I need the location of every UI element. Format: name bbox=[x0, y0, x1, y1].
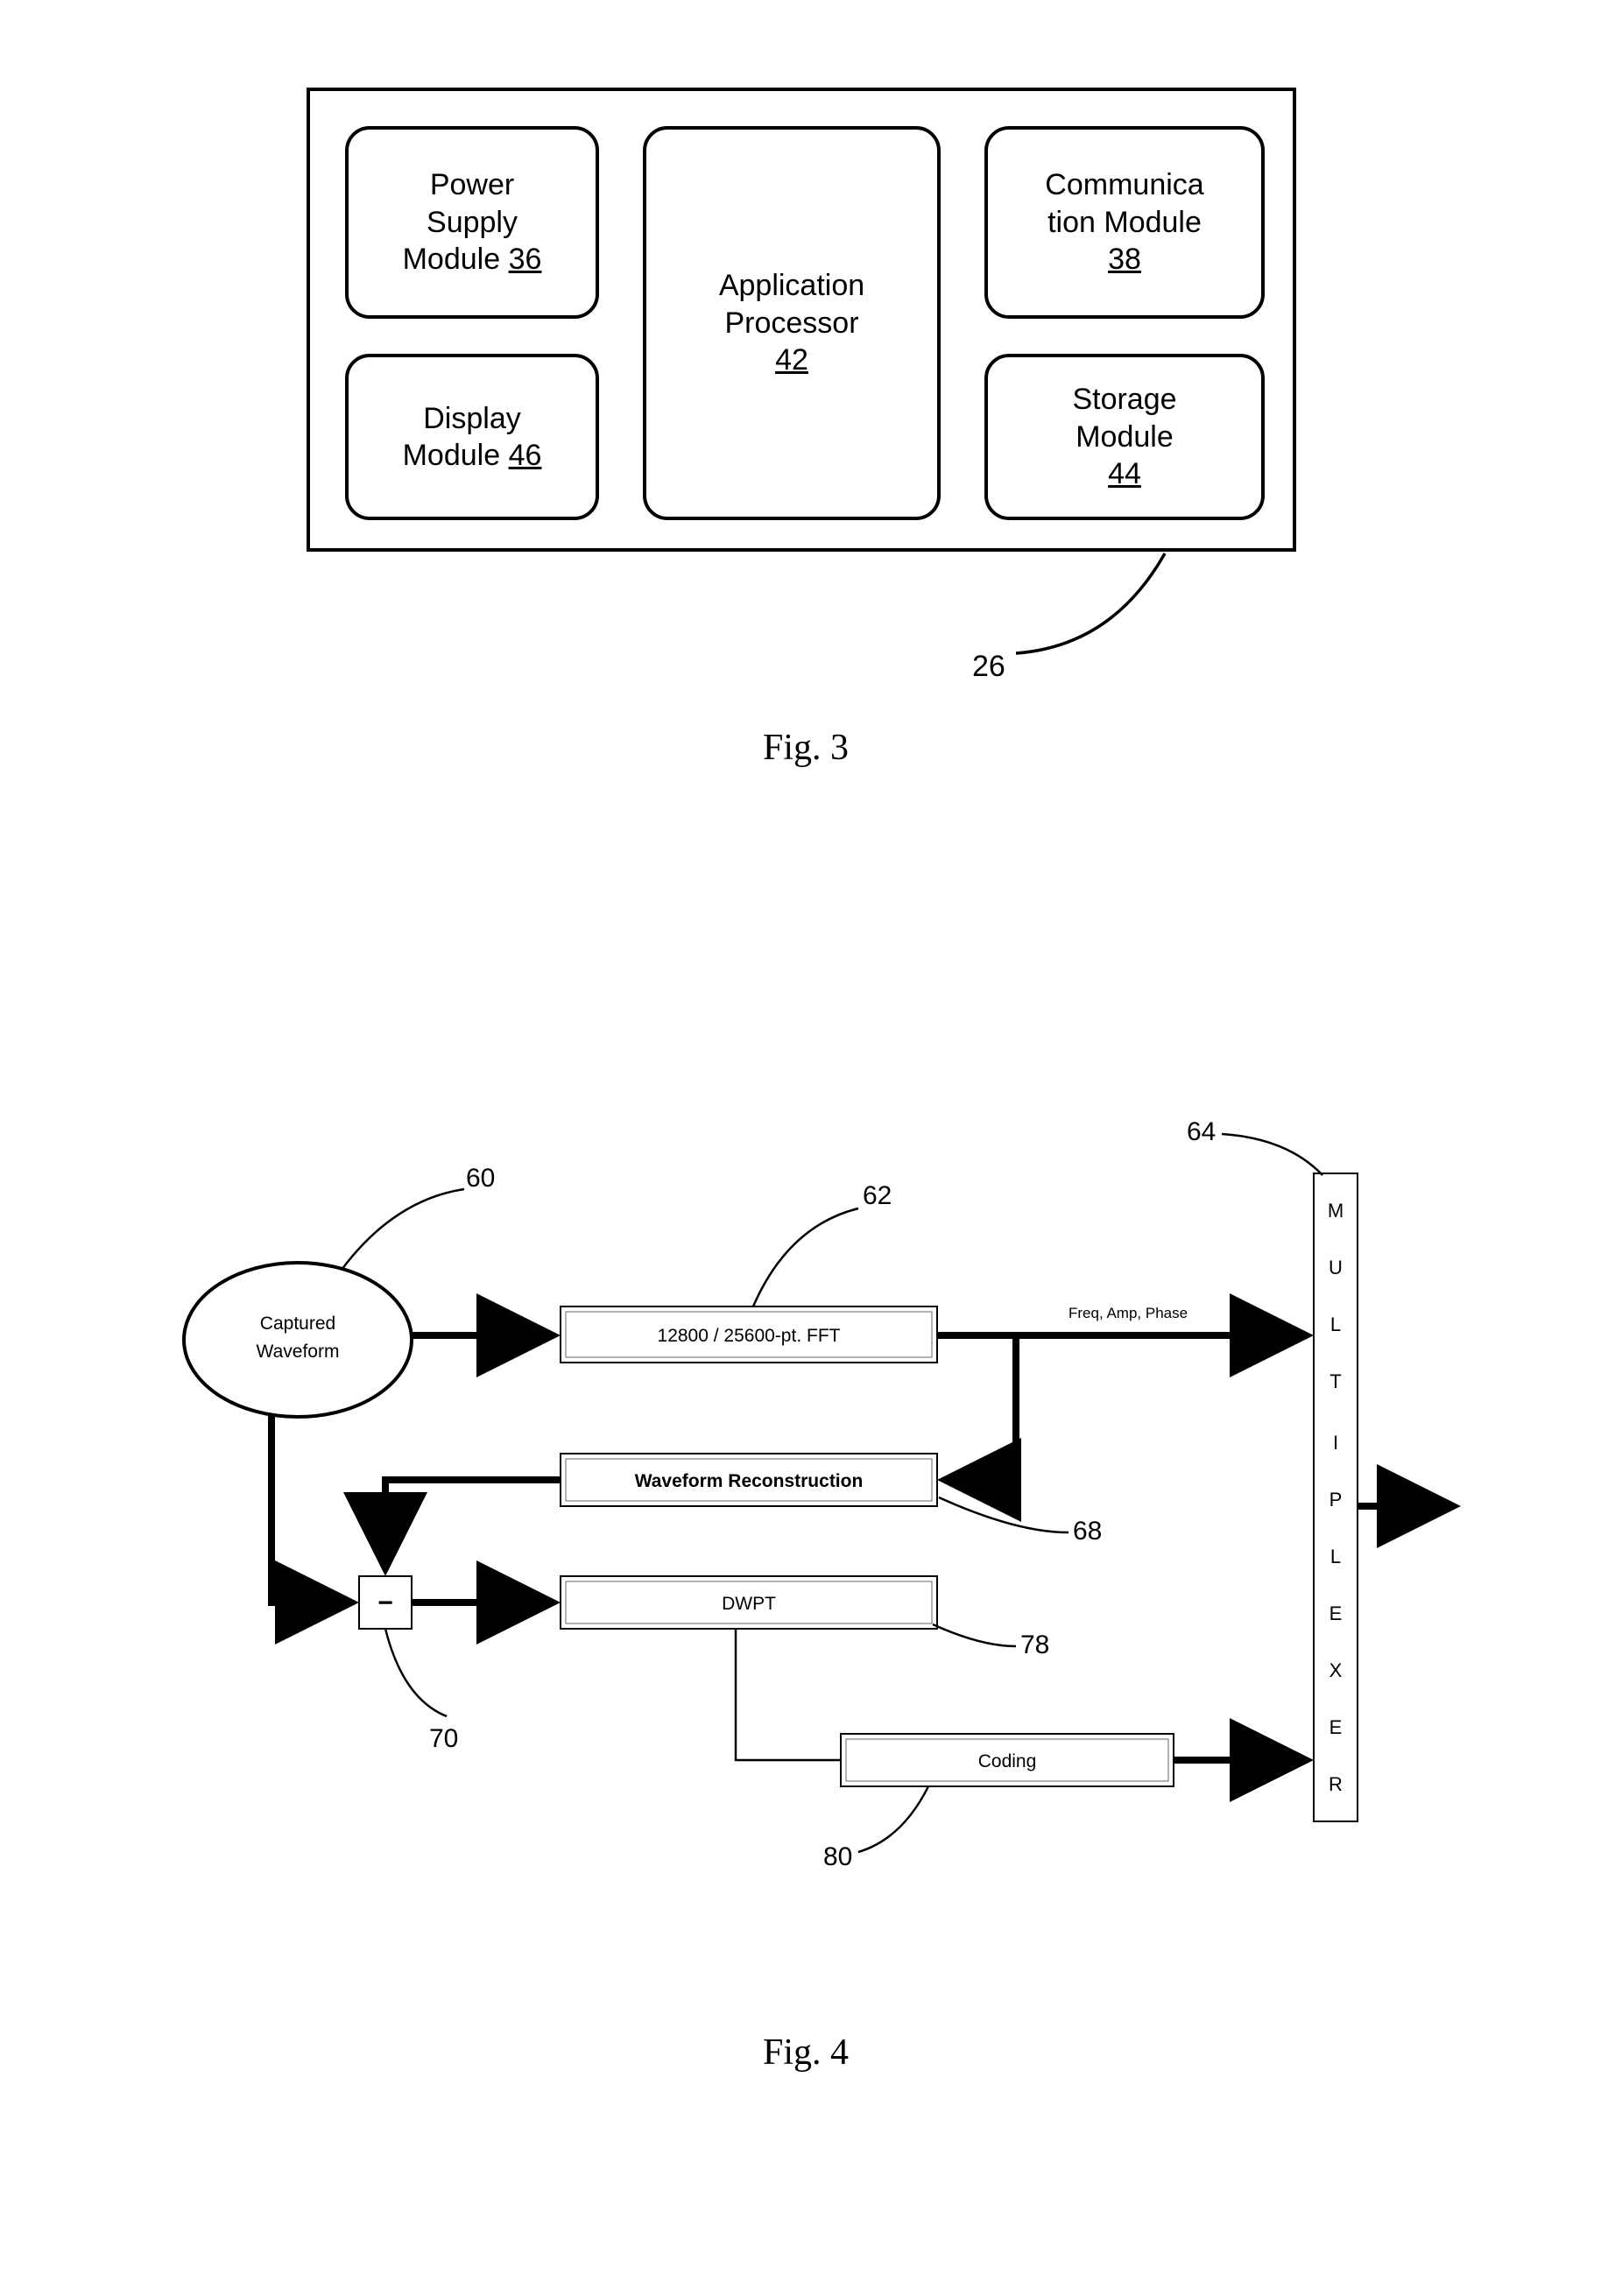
recon-label: Waveform Reconstruction bbox=[635, 1471, 864, 1491]
fft-label: 12800 / 25600-pt. FFT bbox=[658, 1326, 841, 1346]
callout-60 bbox=[342, 1189, 464, 1270]
svg-text:L: L bbox=[1330, 1314, 1341, 1335]
captured-l1: Captured bbox=[260, 1314, 335, 1334]
arrow-fft-to-recon bbox=[944, 1335, 1016, 1480]
callout-70 bbox=[385, 1629, 447, 1716]
ref-62: 62 bbox=[863, 1181, 892, 1210]
ref-60: 60 bbox=[466, 1164, 495, 1193]
dwpt-label: DWPT bbox=[722, 1594, 776, 1614]
svg-text:E: E bbox=[1329, 1716, 1343, 1738]
svg-text:P: P bbox=[1329, 1489, 1343, 1511]
svg-text:M: M bbox=[1328, 1200, 1344, 1222]
svg-text:U: U bbox=[1329, 1257, 1343, 1278]
display-line2: Module 46 bbox=[403, 437, 542, 475]
ref-78: 78 bbox=[1020, 1630, 1049, 1659]
storage-module: Storage Module 44 bbox=[984, 354, 1265, 520]
fig3-callout-curve bbox=[1007, 550, 1182, 664]
arrow-recon-to-subtract bbox=[385, 1480, 561, 1569]
display-line1: Display bbox=[423, 400, 520, 438]
power-num: 36 bbox=[509, 243, 542, 276]
captured-waveform-ellipse bbox=[184, 1263, 412, 1417]
display-module: Display Module 46 bbox=[345, 354, 599, 520]
power-supply-module: Power Supply Module 36 bbox=[345, 126, 599, 319]
app-line2: Processor bbox=[724, 305, 858, 342]
svg-text:L: L bbox=[1330, 1546, 1341, 1567]
comm-line2: tion Module bbox=[1047, 204, 1202, 242]
comm-num: 38 bbox=[1108, 241, 1141, 278]
svg-text:T: T bbox=[1329, 1370, 1341, 1392]
app-line1: Application bbox=[719, 267, 864, 305]
callout-64 bbox=[1222, 1134, 1322, 1175]
callout-78 bbox=[933, 1624, 1016, 1646]
fig3-label: Fig. 3 bbox=[718, 727, 893, 769]
display-num: 46 bbox=[509, 439, 542, 472]
ref-70: 70 bbox=[429, 1724, 458, 1753]
line-dwpt-to-coding bbox=[736, 1629, 841, 1760]
storage-line1: Storage bbox=[1072, 381, 1176, 419]
app-num: 42 bbox=[775, 342, 808, 379]
svg-text:I: I bbox=[1333, 1432, 1338, 1454]
power-line2: Supply bbox=[427, 204, 518, 242]
callout-62 bbox=[753, 1208, 858, 1306]
svg-text:R: R bbox=[1329, 1773, 1343, 1795]
power-line3: Module 36 bbox=[403, 241, 542, 278]
application-processor-module: Application Processor 42 bbox=[643, 126, 941, 520]
ref-68: 68 bbox=[1073, 1517, 1102, 1546]
fft-output-label: Freq, Amp, Phase bbox=[1068, 1305, 1188, 1321]
ref-80: 80 bbox=[823, 1842, 852, 1871]
svg-text:X: X bbox=[1329, 1659, 1343, 1681]
comm-line1: Communica bbox=[1045, 166, 1203, 204]
fig4-label: Fig. 4 bbox=[718, 2032, 893, 2074]
fig4-diagram: Captured Waveform 12800 / 25600-pt. FFT … bbox=[140, 1103, 1506, 1997]
svg-text:E: E bbox=[1329, 1602, 1343, 1624]
storage-num: 44 bbox=[1108, 455, 1141, 493]
arrow-captured-to-subtract bbox=[272, 1415, 352, 1602]
power-line1: Power bbox=[430, 166, 514, 204]
captured-l2: Waveform bbox=[257, 1342, 340, 1362]
coding-label: Coding bbox=[978, 1751, 1037, 1771]
communication-module: Communica tion Module 38 bbox=[984, 126, 1265, 319]
callout-80 bbox=[858, 1786, 928, 1852]
storage-line2: Module bbox=[1076, 419, 1174, 456]
fig3-ref-26: 26 bbox=[972, 650, 1005, 684]
fig3-outer-box: Power Supply Module 36 Display Module 46… bbox=[307, 88, 1296, 552]
ref-64: 64 bbox=[1187, 1117, 1216, 1146]
subtract-label: − bbox=[377, 1588, 393, 1617]
callout-68 bbox=[939, 1497, 1068, 1532]
